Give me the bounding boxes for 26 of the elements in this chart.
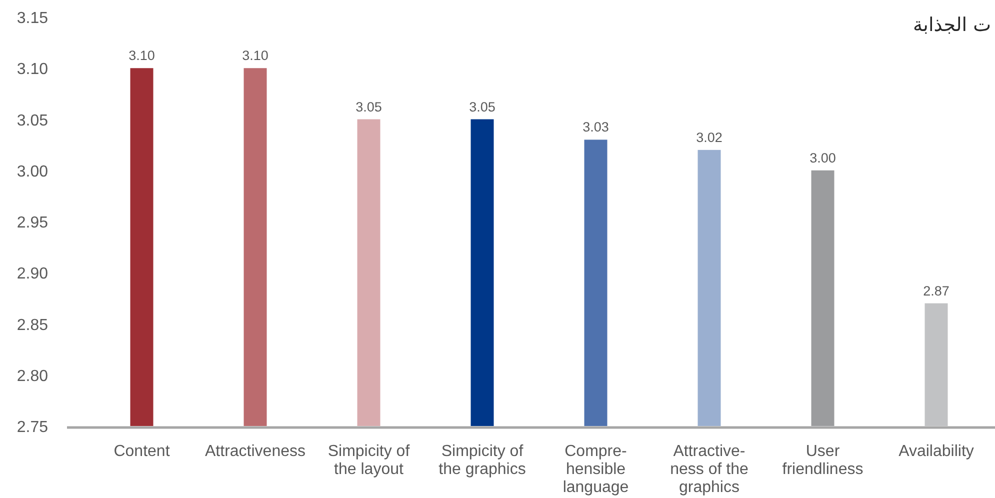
- chart-title: ت الجذابة: [913, 14, 991, 36]
- y-tick-label: 2.80: [16, 368, 48, 385]
- y-tick-label: 3.05: [16, 112, 48, 130]
- data-label: 3.00: [810, 150, 836, 166]
- y-tick-label: 3.10: [16, 61, 48, 78]
- x-tick-label: Compre- hensible language: [562, 443, 629, 496]
- data-label: 3.10: [128, 48, 155, 64]
- data-label: 3.05: [356, 99, 382, 114]
- y-tick-label: 2.90: [16, 266, 48, 283]
- y-tick-label: 2.85: [16, 316, 48, 334]
- data-label: 3.02: [696, 130, 722, 145]
- x-tick-label: Content: [114, 443, 170, 460]
- y-tick-label: 3.15: [16, 10, 48, 27]
- data-label: 3.10: [242, 48, 268, 64]
- x-tick-label: Simpicity of the layout: [328, 443, 410, 478]
- x-tick-label: Simpicity of the graphics: [438, 443, 526, 478]
- y-tick-label: 2.95: [16, 214, 48, 232]
- data-label: 3.05: [469, 99, 496, 114]
- x-tick-label: User friendliness: [782, 443, 864, 478]
- x-tick-label: Attractive- ness of the graphics: [670, 443, 748, 496]
- data-label: 2.87: [923, 283, 950, 298]
- y-tick-label: 3.00: [16, 163, 48, 180]
- x-tick-label: Attractiveness: [205, 443, 306, 460]
- y-tick-label: 2.75: [16, 419, 48, 436]
- data-label: 3.03: [582, 120, 609, 135]
- x-tick-label: Availability: [898, 443, 974, 460]
